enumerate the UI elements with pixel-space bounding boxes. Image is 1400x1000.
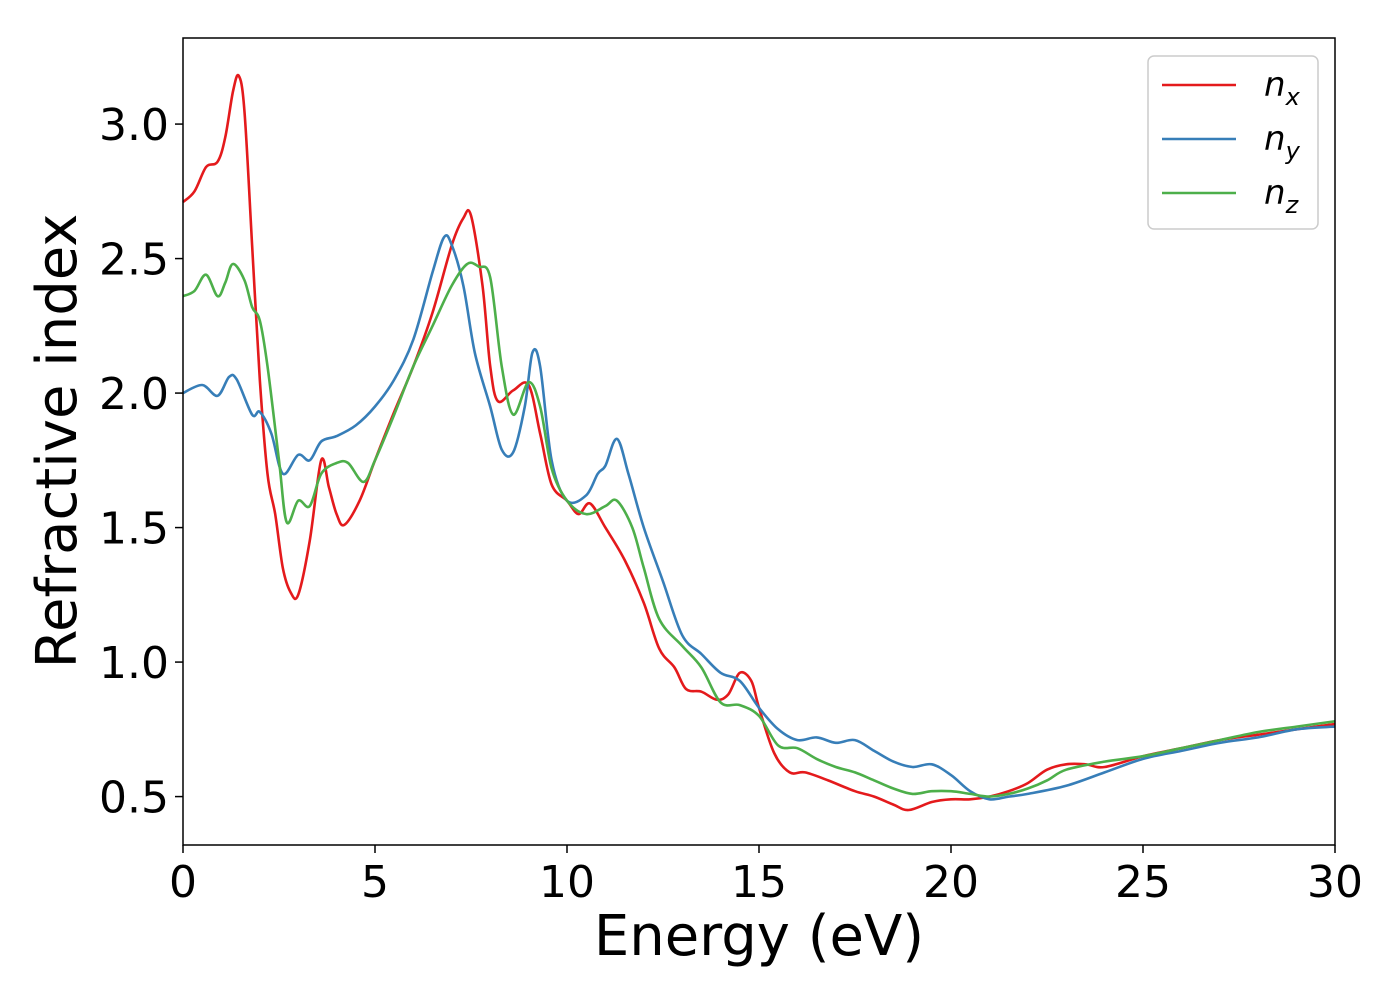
y-tick-label: 2.0 [99, 369, 169, 420]
y-axis-title: Refractive index [25, 214, 90, 669]
legend: nx ny nz [1147, 55, 1319, 230]
y-tick-label: 3.0 [99, 100, 169, 151]
series-line-nz [182, 261, 1336, 798]
y-tick-label: 2.5 [99, 235, 169, 286]
x-tick-label: 15 [731, 857, 787, 908]
x-tick-label: 5 [361, 857, 389, 908]
legend-label-nz: nz [1264, 173, 1300, 219]
y-tick-label: 1.5 [99, 504, 169, 555]
x-tick-label: 0 [169, 857, 197, 908]
x-tick-label: 10 [539, 857, 595, 908]
x-tick-label: 30 [1307, 857, 1363, 908]
legend-label-nx: nx [1264, 65, 1301, 111]
legend-label-ny: ny [1264, 119, 1301, 165]
y-axis: 0.5 1.0 1.5 2.0 2.5 3.0 [99, 100, 183, 824]
y-tick-label: 0.5 [99, 773, 169, 824]
x-axis: 0 5 10 15 20 25 30 [169, 845, 1363, 908]
legend-frame [1147, 55, 1319, 230]
y-tick-label: 1.0 [99, 638, 169, 689]
x-tick-label: 20 [923, 857, 979, 908]
series-layer [182, 73, 1336, 812]
x-tick-label: 25 [1115, 857, 1171, 908]
x-axis-title: Energy (eV) [594, 904, 924, 969]
